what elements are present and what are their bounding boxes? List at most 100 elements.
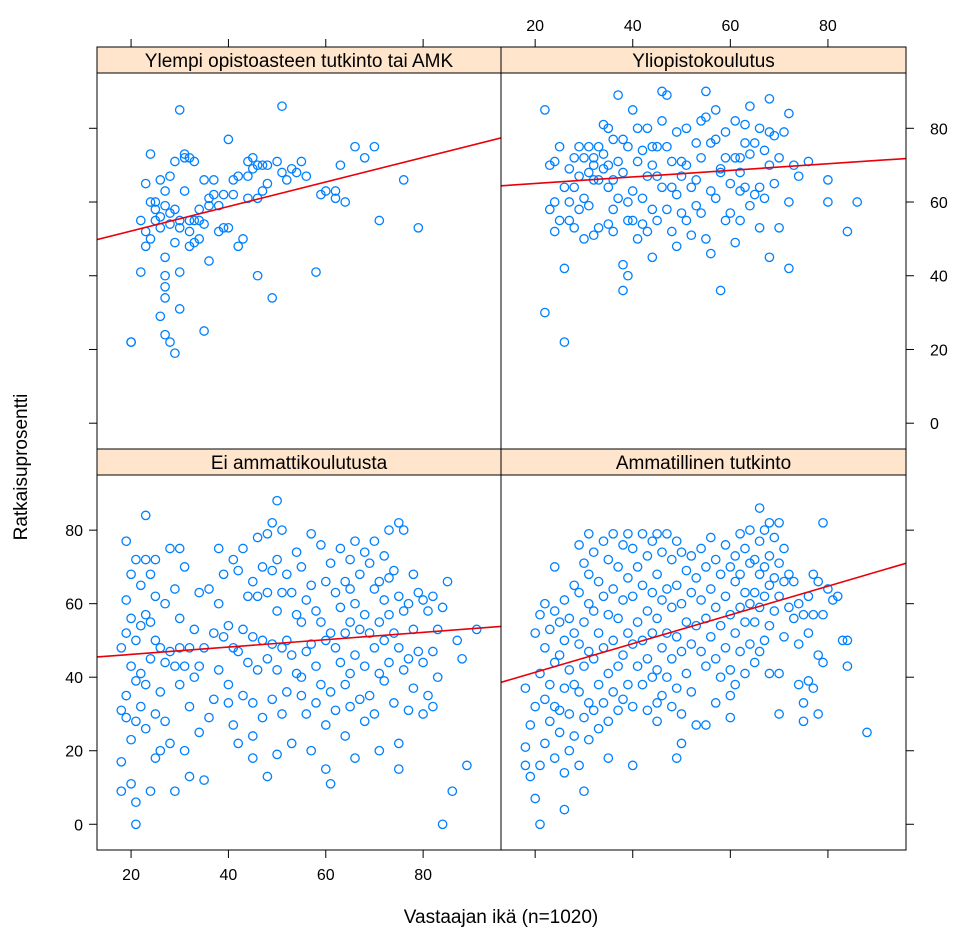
data-point <box>662 672 672 683</box>
data-point <box>131 819 141 830</box>
data-point <box>140 554 151 565</box>
data-point <box>194 587 205 598</box>
data-point <box>691 720 702 730</box>
y-tick-label: 0 <box>74 817 83 834</box>
data-point <box>325 687 336 697</box>
data-point <box>179 562 190 572</box>
data-point <box>549 606 560 616</box>
data-point <box>666 156 677 167</box>
data-point <box>696 646 706 657</box>
data-point <box>725 178 736 189</box>
data-point <box>213 200 224 211</box>
data-point <box>564 197 575 207</box>
data-point <box>662 141 672 152</box>
data-point <box>140 679 151 690</box>
data-point <box>345 701 355 712</box>
data-point <box>135 267 146 277</box>
data-point <box>116 756 127 767</box>
data-point <box>330 642 341 653</box>
data-point <box>759 562 770 572</box>
data-point <box>140 609 151 620</box>
data-point <box>598 698 609 708</box>
data-point <box>583 734 594 745</box>
data-point <box>369 584 380 594</box>
data-point <box>418 657 428 668</box>
data-point <box>715 569 726 580</box>
data-point <box>320 720 331 730</box>
data-point <box>754 182 765 193</box>
data-point <box>384 609 394 620</box>
data-point <box>764 517 775 528</box>
data-point <box>116 705 127 716</box>
data-point <box>374 215 385 226</box>
data-point <box>170 204 180 215</box>
data-point <box>316 617 326 627</box>
data-point <box>233 241 244 252</box>
data-point <box>632 234 643 244</box>
data-point <box>199 326 209 336</box>
data-point <box>418 595 428 605</box>
data-point <box>608 134 619 145</box>
data-point <box>350 536 360 547</box>
data-point <box>720 215 731 226</box>
data-point <box>613 90 623 100</box>
data-point <box>623 141 633 152</box>
data-point <box>208 175 219 185</box>
data-point <box>574 141 584 152</box>
x-tick-label: 60 <box>721 18 739 35</box>
data-point <box>627 215 638 226</box>
data-point <box>701 562 711 572</box>
data-point <box>779 631 789 642</box>
data-point <box>603 753 614 763</box>
regression-line <box>501 157 906 187</box>
data-point <box>320 576 331 587</box>
data-point <box>354 694 365 705</box>
data-point <box>657 182 667 193</box>
data-point <box>769 532 780 543</box>
data-point <box>681 668 692 679</box>
data-point <box>204 256 214 266</box>
data-point <box>320 186 331 196</box>
y-tick-label: 80 <box>65 523 83 540</box>
data-point <box>588 547 599 558</box>
data-point <box>823 197 833 207</box>
data-point <box>247 631 258 642</box>
data-point <box>623 628 633 638</box>
data-point <box>330 193 341 204</box>
data-point <box>579 152 589 163</box>
data-point <box>257 186 268 196</box>
data-point <box>174 304 185 314</box>
data-point <box>340 731 351 741</box>
data-point <box>564 163 575 174</box>
data-point <box>603 182 614 193</box>
data-point <box>364 690 375 701</box>
data-point <box>798 609 809 620</box>
data-point <box>735 215 745 226</box>
data-point <box>140 178 151 189</box>
data-point <box>623 197 633 207</box>
data-point <box>637 679 648 690</box>
data-point <box>247 576 258 587</box>
data-point <box>701 86 711 97</box>
data-point <box>671 127 682 137</box>
data-point <box>710 193 721 204</box>
data-point <box>150 709 161 719</box>
data-point <box>398 175 409 185</box>
data-point <box>155 175 166 185</box>
data-point <box>306 639 317 649</box>
data-point <box>574 171 584 182</box>
data-point <box>150 197 161 207</box>
data-point <box>252 591 263 602</box>
data-point <box>462 760 472 771</box>
data-point <box>208 694 219 705</box>
data-point <box>359 716 370 727</box>
data-point <box>126 569 136 580</box>
data-point <box>335 602 346 613</box>
data-point <box>257 712 268 723</box>
data-point <box>710 554 721 565</box>
data-point <box>642 606 653 616</box>
data-point <box>779 543 789 554</box>
data-point <box>540 642 550 653</box>
data-point <box>662 204 672 215</box>
data-point <box>740 587 750 598</box>
